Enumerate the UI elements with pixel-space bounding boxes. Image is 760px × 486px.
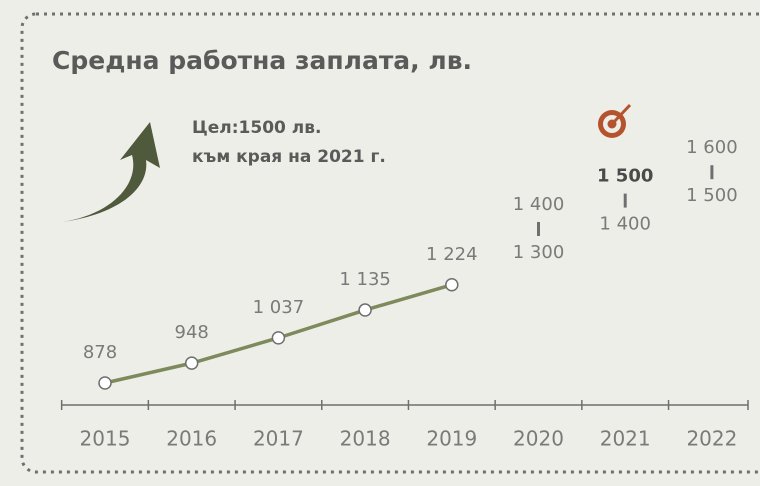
value-label: 1 037 — [253, 297, 305, 318]
arrow-icon — [62, 122, 160, 222]
value-label: 1 224 — [426, 244, 478, 265]
point — [271, 331, 286, 345]
x-tick-label: 2021 — [600, 427, 651, 451]
range-high-label: 1 500 — [597, 166, 653, 187]
chart-title: Средна работна заплата, лв. — [52, 46, 472, 75]
target-icon — [598, 103, 632, 138]
annotation: Цел:1500 лв. — [192, 118, 321, 138]
x-tick-label: 2016 — [166, 427, 217, 451]
x-tick-label: 2017 — [253, 427, 304, 451]
value-label: 878 — [83, 342, 117, 363]
x-tick-label: 2015 — [80, 427, 131, 451]
range-high-label: 1 400 — [513, 194, 565, 215]
x-tick-label: 2020 — [513, 427, 564, 451]
range-low-label: 1 300 — [513, 242, 565, 263]
value-label: 1 135 — [339, 269, 391, 290]
point — [358, 303, 372, 317]
point — [98, 376, 112, 390]
range-high-label: 1 600 — [686, 137, 738, 158]
x-tick-label: 2022 — [686, 427, 737, 451]
annotation: към края на 2021 г. — [192, 147, 386, 167]
value-label: 948 — [175, 322, 209, 343]
point — [445, 278, 459, 292]
point — [184, 356, 199, 370]
x-tick-label: 2019 — [426, 427, 477, 451]
range-low-label: 1 500 — [686, 185, 738, 206]
range-low-label: 1 400 — [599, 214, 651, 235]
x-tick-label: 2018 — [340, 427, 391, 451]
